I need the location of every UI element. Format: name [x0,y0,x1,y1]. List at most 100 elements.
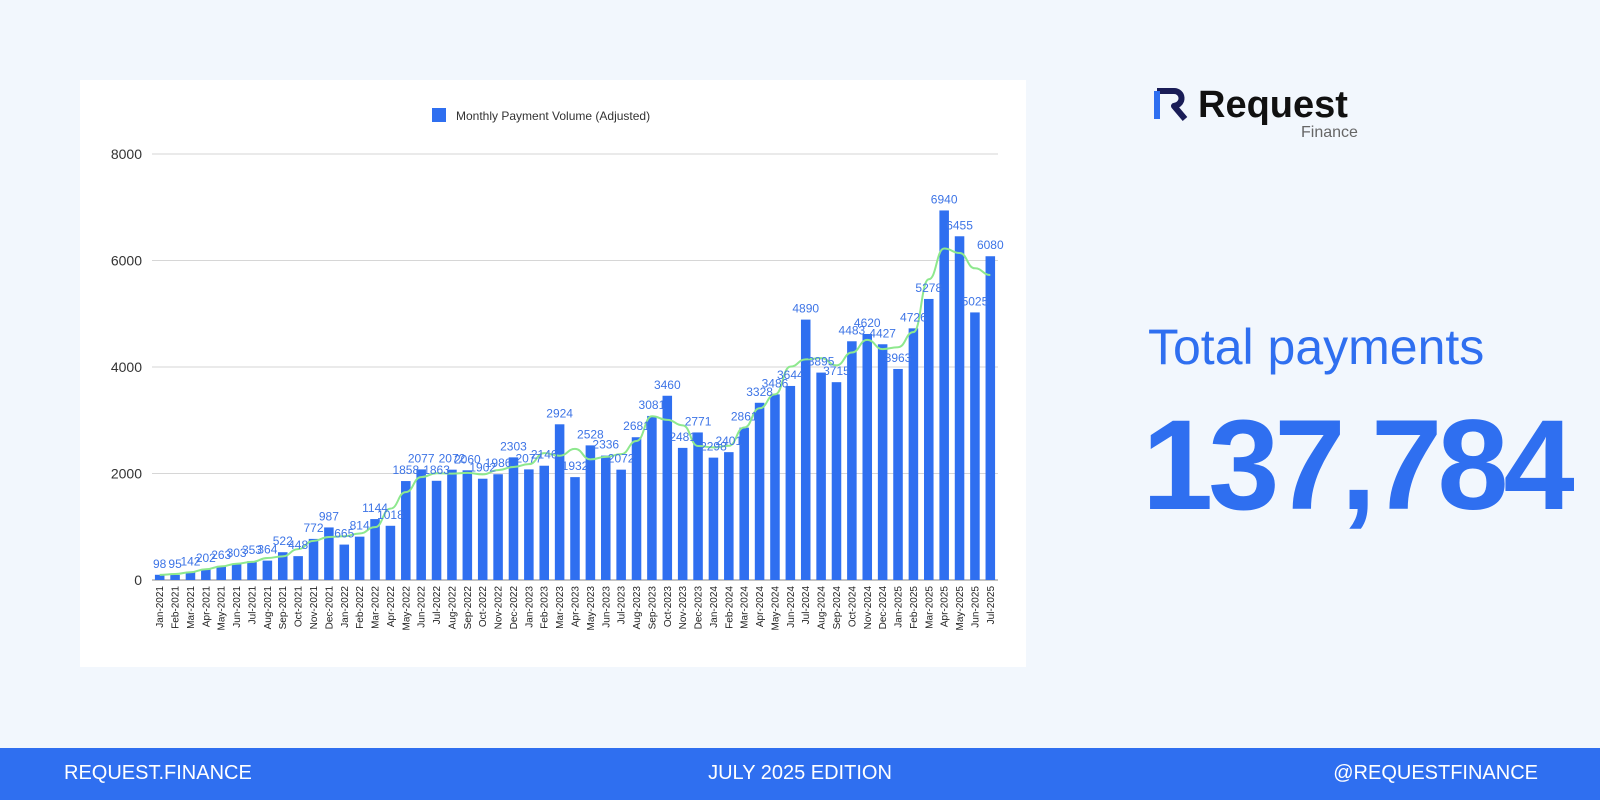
x-tick-label: Jul-2022 [432,586,443,625]
data-label: 3328 [746,385,773,399]
data-label: 1018 [377,508,404,522]
bar [216,565,226,580]
bar [693,432,703,580]
data-label: 2401 [715,434,742,448]
footer-bar: REQUEST.FINANCE JULY 2025 EDITION @REQUE… [0,748,1600,800]
x-tick-label: May-2025 [955,586,966,631]
x-tick-label: Aug-2021 [263,586,274,630]
data-label: 2771 [685,414,712,428]
x-tick-label: Oct-2022 [478,586,489,628]
bar [539,465,550,580]
bar [754,402,765,580]
data-label: 2481 [669,430,696,444]
bar [370,519,380,580]
data-label: 987 [319,509,339,523]
y-tick-label: 2000 [111,466,142,482]
data-label: 4483 [839,323,866,337]
data-label: 4890 [792,302,819,316]
data-label: 3486 [762,376,789,390]
x-tick-label: Oct-2021 [294,586,305,628]
data-label: 448 [288,538,308,552]
x-tick-label: Jun-2021 [232,586,243,628]
bar [647,415,657,580]
x-tick-label: Jul-2023 [617,586,628,625]
x-tick-label: Jun-2025 [970,586,981,628]
bar [231,563,242,580]
data-label: 303 [227,546,247,560]
x-tick-label: May-2024 [770,586,781,631]
data-label: 4427 [869,326,896,340]
data-label: 3895 [808,355,835,369]
bar [431,480,442,580]
data-label: 814 [350,519,370,533]
data-label: 2077 [408,451,435,465]
data-label: 364 [257,543,277,557]
data-label: 2072 [608,452,635,466]
x-tick-label: Dec-2024 [878,586,889,630]
x-tick-label: Jun-2024 [786,586,797,628]
x-tick-label: Jan-2022 [340,586,351,628]
legend-label: Monthly Payment Volume (Adjusted) [456,109,650,123]
data-label: 98 [153,557,167,571]
y-tick-label: 4000 [111,359,142,375]
x-tick-label: Jan-2021 [155,586,166,628]
chart-legend: Monthly Payment Volume (Adjusted) [432,108,650,123]
x-tick-label: Dec-2023 [694,586,705,630]
x-tick-label: Nov-2024 [863,586,874,630]
bar [554,424,565,580]
x-tick-label: Nov-2022 [494,586,505,630]
bar [816,372,826,580]
x-tick-label: Jun-2022 [417,586,428,628]
stat-value: 137,784 [1142,394,1575,537]
x-tick-label: Apr-2022 [386,586,397,628]
bar [447,469,457,580]
x-tick-label: Apr-2023 [571,586,582,628]
data-label: 1986 [485,456,512,470]
bar [954,236,965,581]
data-label: 1144 [362,501,388,515]
data-label: 665 [334,527,354,541]
data-label: 263 [211,548,231,562]
bar [600,455,611,580]
bar [262,560,273,580]
data-label: 2146 [531,448,558,462]
bar [524,469,534,580]
data-label: 2336 [592,438,619,452]
data-label: 4726 [900,310,927,324]
footer-handle: @REQUESTFINANCE [1333,762,1538,784]
brand-subtitle: Finance [1301,124,1358,141]
data-label: 3644 [777,368,804,382]
bar [847,341,857,580]
x-tick-label: Sep-2023 [647,586,658,630]
bar [339,544,350,580]
request-finance-brand: Request Finance [1154,84,1374,144]
data-label: 5278 [915,281,942,295]
x-tick-label: Nov-2021 [309,586,320,630]
data-label: 6940 [931,192,958,206]
data-label: 2861 [731,410,758,424]
x-tick-label: Jan-2023 [524,586,535,628]
chart-card: Monthly Payment Volume (Adjusted) 0 2000 4… [80,80,1026,667]
bar [354,536,365,580]
bar [939,210,949,580]
bar [401,481,411,580]
data-label: 4620 [854,316,881,330]
bar [616,469,626,580]
data-label: 6080 [977,238,1004,252]
bars [154,210,996,581]
bar [708,457,719,580]
stat-label: Total payments [1148,319,1485,375]
x-tick-label: Aug-2024 [817,586,828,630]
data-label: 3460 [654,378,681,392]
data-label: 1902 [469,461,496,475]
request-logo-icon [1154,88,1188,121]
bar [508,457,519,580]
data-label: 353 [242,543,262,557]
data-label: 3715 [823,364,850,378]
y-tick-label: 0 [134,572,142,588]
bar [831,382,842,580]
gridlines [152,153,998,581]
x-tick-label: Dec-2021 [324,586,335,630]
x-tick-label: Jan-2024 [709,586,720,628]
x-tick-label: Jan-2025 [894,586,905,628]
